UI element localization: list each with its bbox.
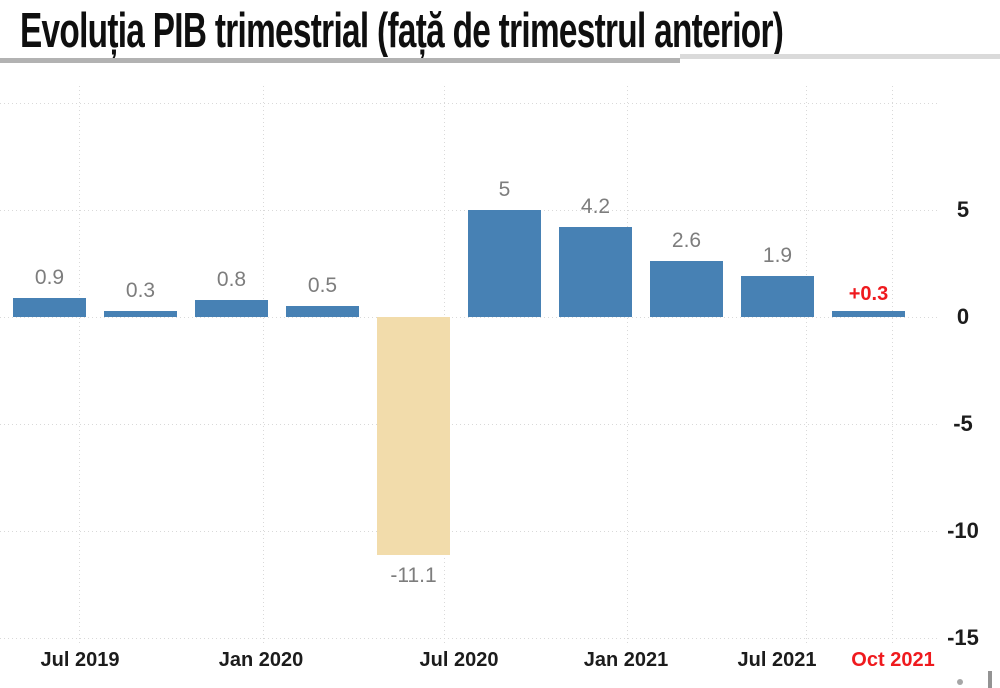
chart-bar bbox=[741, 276, 814, 317]
x-tick-label: Jul 2020 bbox=[419, 649, 499, 671]
watermark-dot bbox=[957, 679, 963, 685]
bar-value-label: 0.9 bbox=[34, 266, 65, 289]
gridline-vertical bbox=[627, 86, 628, 646]
chart-bar bbox=[559, 227, 632, 317]
gridline-vertical bbox=[806, 86, 807, 646]
chart-bar bbox=[286, 306, 359, 317]
watermark-stroke bbox=[988, 671, 992, 688]
bar-value-label: 2.6 bbox=[671, 229, 702, 252]
chart-bar bbox=[377, 317, 450, 555]
gridline-horizontal bbox=[0, 424, 940, 425]
gridline-vertical bbox=[263, 86, 264, 646]
chart-bar bbox=[104, 311, 177, 317]
x-tick-label: Jul 2019 bbox=[40, 649, 120, 671]
gridline-horizontal bbox=[0, 638, 940, 639]
x-tick-label: Jan 2020 bbox=[218, 649, 304, 671]
chart-title: Evoluția PIB trimestrial (față de trimes… bbox=[20, 4, 784, 58]
bar-value-label: 0.3 bbox=[125, 279, 156, 302]
x-tick-label: Jan 2021 bbox=[583, 649, 669, 671]
gridline-vertical bbox=[79, 86, 80, 646]
gridline-vertical bbox=[892, 86, 893, 646]
gridline-horizontal bbox=[0, 103, 940, 104]
bar-value-label: 0.8 bbox=[216, 268, 247, 291]
x-tick-label: Oct 2021 bbox=[851, 649, 935, 671]
chart-bar bbox=[832, 311, 905, 317]
chart-bar bbox=[13, 298, 86, 317]
title-divider-left bbox=[0, 58, 680, 63]
gridline-horizontal bbox=[0, 317, 940, 318]
bar-value-label: -11.1 bbox=[390, 564, 437, 587]
y-tick-label: -10 bbox=[947, 518, 979, 543]
y-tick-label: -15 bbox=[947, 625, 979, 650]
gridline-horizontal bbox=[0, 531, 940, 532]
x-tick-label: Jul 2021 bbox=[737, 649, 817, 671]
title-divider-right bbox=[680, 54, 1000, 59]
chart-bar bbox=[650, 261, 723, 317]
bar-value-label: +0.3 bbox=[848, 283, 889, 305]
chart-bar bbox=[195, 300, 268, 317]
y-tick-label: 5 bbox=[956, 197, 970, 222]
bar-value-label: 0.5 bbox=[307, 274, 338, 297]
chart-bar bbox=[468, 210, 541, 317]
bar-value-label: 5 bbox=[498, 178, 511, 201]
bar-value-label: 1.9 bbox=[762, 244, 793, 267]
y-tick-label: -5 bbox=[953, 411, 973, 436]
bar-value-label: 4.2 bbox=[580, 195, 611, 218]
y-tick-label: 0 bbox=[956, 304, 970, 329]
